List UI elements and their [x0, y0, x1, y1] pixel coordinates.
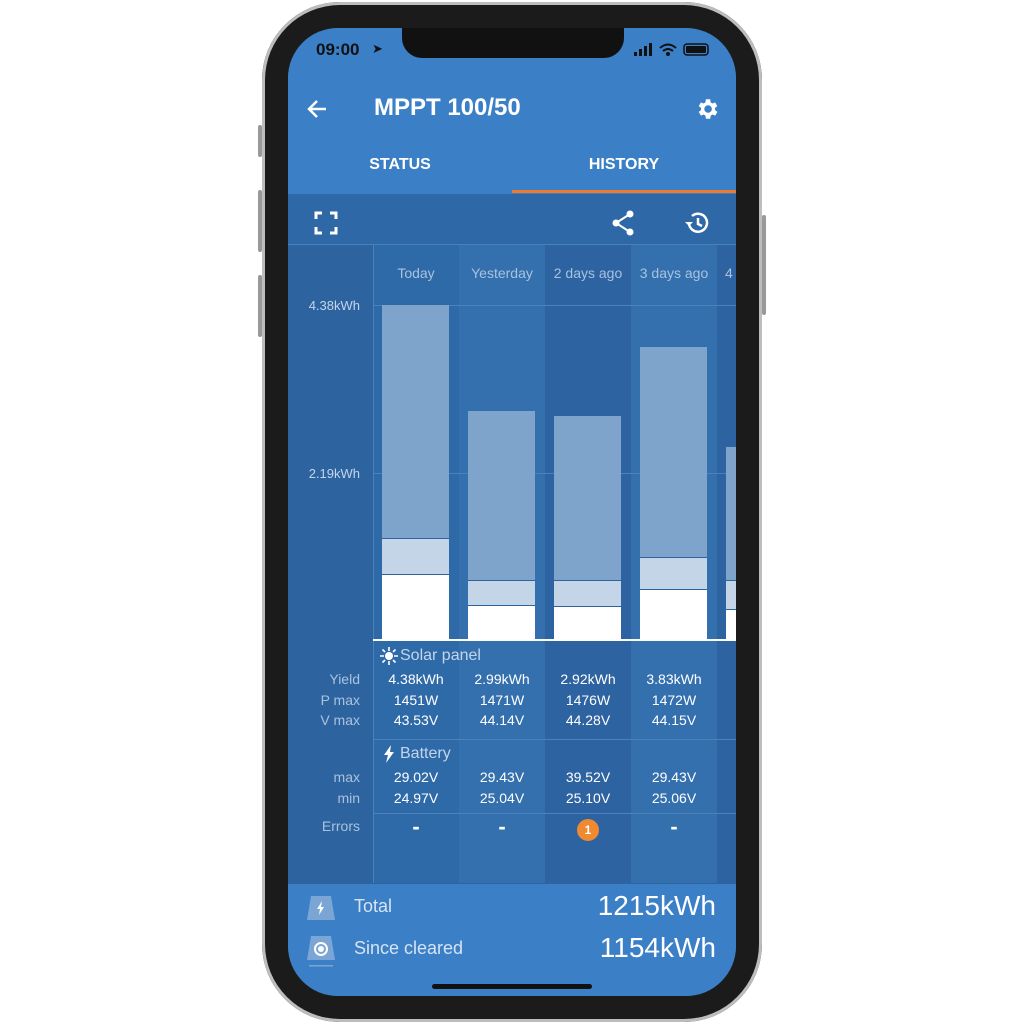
- day-header: 2 days ago: [553, 265, 623, 281]
- share-icon[interactable]: [611, 210, 635, 236]
- app-screen: 09:00 ➤ MPPT 100/50 STATUS HISTORY Today…: [288, 28, 736, 996]
- mute-switch: [258, 125, 262, 157]
- lightning-icon: [384, 745, 394, 763]
- battery-value: 29.43V: [479, 769, 525, 785]
- label-column-divider: [373, 245, 374, 883]
- solar-value: 1451W: [393, 692, 439, 708]
- bar-segment: [726, 609, 736, 639]
- page-title: MPPT 100/50: [374, 94, 521, 121]
- history-toolbar: [288, 194, 736, 245]
- battery-value: 39.52V: [565, 769, 611, 785]
- solar-value: 44.14V: [479, 712, 525, 728]
- day-header: Yesterday: [471, 265, 533, 281]
- y-tick-label: 4.38kWh: [308, 298, 360, 313]
- total-energy-icon: [307, 896, 335, 920]
- home-indicator: [432, 984, 592, 989]
- no-error-dash: -: [412, 814, 420, 839]
- row-label-max: max: [333, 769, 360, 785]
- notch: [402, 28, 624, 58]
- signal-wifi-battery-icons: [634, 43, 709, 56]
- bar-segment: [640, 588, 707, 639]
- location-icon: ➤: [372, 41, 383, 56]
- power-button: [762, 215, 766, 315]
- battery-heading: Battery: [400, 745, 451, 762]
- battery-value: 29.02V: [393, 769, 439, 785]
- solar-value: 3.83kWh: [646, 671, 702, 687]
- battery-value: 25.04V: [479, 790, 525, 806]
- row-label-pmax: P max: [320, 692, 360, 708]
- solar-value: 2.92kWh: [560, 671, 616, 687]
- bar-segment: [554, 579, 621, 608]
- since-cleared-icon: [307, 936, 335, 967]
- row-label-min: min: [337, 790, 360, 806]
- chart-baseline: [373, 639, 736, 641]
- no-error-dash: -: [498, 814, 506, 839]
- bar-segment: [726, 446, 736, 582]
- solar-value: 1476W: [565, 692, 611, 708]
- solar-value: 44.15V: [651, 712, 697, 728]
- total-label: Total: [354, 896, 393, 916]
- day-header: 3 days ago: [639, 265, 709, 281]
- battery-value: 25.10V: [565, 790, 611, 806]
- solar-value: 1472W: [651, 692, 697, 708]
- status-bar: 09:00 ➤: [288, 28, 736, 72]
- battery-value: 25.06V: [651, 790, 697, 806]
- active-tab-indicator: [512, 190, 736, 193]
- fullscreen-icon[interactable]: [314, 211, 338, 235]
- y-tick-label: 2.19kWh: [308, 466, 360, 481]
- gridline: [373, 305, 736, 306]
- clock: 09:00: [316, 40, 360, 59]
- day-header: Today: [397, 265, 435, 281]
- bar-segment: [640, 556, 707, 590]
- row-label-yield: Yield: [329, 671, 360, 687]
- bar-segment: [382, 574, 449, 639]
- since-cleared-label: Since cleared: [354, 938, 464, 958]
- battery-value: 29.43V: [651, 769, 697, 785]
- bar-segment: [382, 305, 449, 540]
- row-label-errors: Errors: [321, 818, 360, 834]
- solar-panel-heading: Solar panel: [400, 647, 481, 664]
- volume-up-button: [258, 190, 262, 252]
- solar-value: 43.53V: [393, 712, 439, 728]
- sun-icon: [380, 647, 398, 665]
- bar-segment: [468, 410, 535, 581]
- history-icon[interactable]: [684, 210, 710, 236]
- tab-status[interactable]: STATUS: [369, 156, 431, 173]
- volume-down-button: [258, 275, 262, 337]
- solar-value: 2.99kWh: [474, 671, 530, 687]
- no-error-dash: -: [670, 814, 678, 839]
- gear-icon[interactable]: [694, 96, 720, 122]
- bar-segment: [468, 605, 535, 639]
- solar-value: 4.38kWh: [388, 671, 444, 687]
- bar-segment: [554, 416, 621, 581]
- bar-segment: [554, 606, 621, 639]
- totals-footer: Total 1215kWh Since cleared 1154kWh: [288, 884, 736, 996]
- error-count-badge[interactable]: 1: [577, 819, 599, 841]
- solar-value: 44.28V: [565, 712, 611, 728]
- day-header: 4 days ago: [725, 265, 736, 281]
- divider: [373, 739, 736, 740]
- row-label-vmax: V max: [320, 712, 360, 728]
- tab-history[interactable]: HISTORY: [588, 156, 660, 173]
- since-cleared-value: 1154kWh: [599, 932, 716, 963]
- bar-segment: [382, 538, 449, 576]
- divider: [373, 813, 736, 814]
- bar-segment: [640, 346, 707, 558]
- bar-segment: [726, 580, 736, 611]
- solar-value: 1471W: [479, 692, 525, 708]
- back-arrow-icon[interactable]: [306, 98, 328, 120]
- total-value: 1215kWh: [597, 890, 716, 921]
- bar-segment: [468, 579, 535, 607]
- battery-value: 24.97V: [393, 790, 439, 806]
